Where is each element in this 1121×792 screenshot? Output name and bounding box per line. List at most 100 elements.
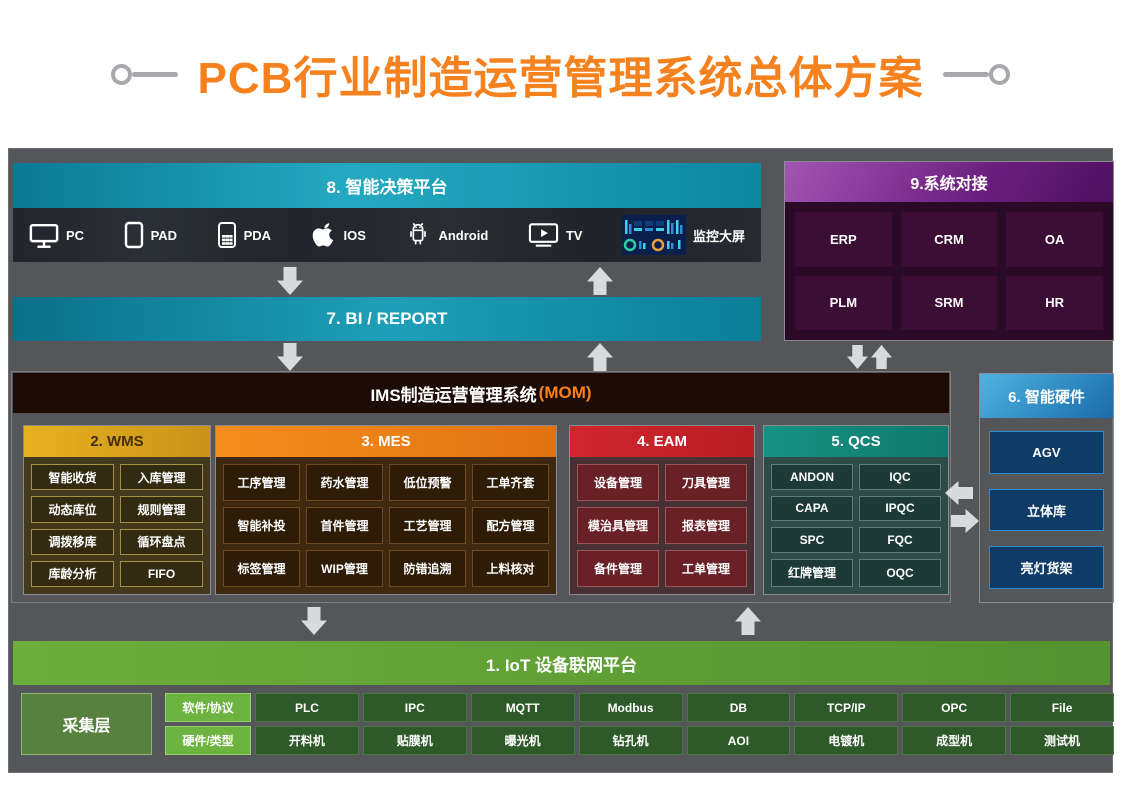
system-item: ERP: [795, 212, 892, 267]
device-tv: TV: [528, 222, 582, 248]
eam-item: 设备管理: [577, 464, 659, 501]
section-header: 5. QCS: [764, 426, 948, 457]
section-body: 工序管理 药水管理 低位预警 工单齐套 智能补投 首件管理 工艺管理 配方管理 …: [216, 457, 556, 594]
bi-report-bar: 7. BI / REPORT: [13, 297, 761, 341]
mom-title-accent: (MOM): [538, 383, 592, 402]
eam-item: 模治具管理: [577, 507, 659, 544]
eam-item: 报表管理: [665, 507, 747, 544]
wms-item: 智能收货: [31, 464, 114, 491]
mes-item: 工序管理: [223, 464, 300, 501]
hardware-type-row: 开料机 贴膜机 曝光机 钻孔机 AOI 电镀机 成型机 测试机: [255, 726, 1114, 755]
mes-item: 工艺管理: [389, 507, 466, 544]
hardware-item: 亮灯货架: [989, 546, 1104, 590]
arrow-down-icon: [277, 343, 303, 371]
protocol-item: TCP/IP: [794, 693, 899, 722]
pda-icon: [217, 222, 236, 248]
section-qcs: 5. QCS ANDON IQC CAPA IPQC SPC FQC 红牌管理 …: [763, 425, 949, 595]
wms-item: 调拨移库: [31, 528, 114, 555]
mes-item: 配方管理: [472, 507, 549, 544]
arrow-up-icon: [735, 607, 761, 635]
ring-icon: [110, 63, 132, 85]
arrow-up-icon: [587, 267, 613, 295]
mes-item: 防错追溯: [389, 550, 466, 587]
apple-icon: [312, 223, 333, 247]
ring-icon: [989, 63, 1011, 85]
eam-item: 备件管理: [577, 550, 659, 587]
mes-item: 工单齐套: [472, 464, 549, 501]
section-wms: 2. WMS 智能收货 入库管理 动态库位 规则管理 调拨移库 循环盘点 库龄分…: [23, 425, 211, 595]
qcs-item: IPQC: [859, 495, 941, 521]
software-protocol-row: PLC IPC MQTT Modbus DB TCP/IP OPC File: [255, 693, 1114, 722]
section-mes: 3. MES 工序管理 药水管理 低位预警 工单齐套 智能补投 首件管理 工艺管…: [215, 425, 557, 595]
wms-item: 规则管理: [120, 496, 203, 523]
mes-item: 标签管理: [223, 550, 300, 587]
collection-layer-label: 采集层: [21, 693, 152, 755]
system-item: PLM: [795, 275, 892, 330]
machine-item: 成型机: [902, 726, 1007, 755]
mes-item: 首件管理: [306, 507, 383, 544]
machine-item: 电镀机: [794, 726, 899, 755]
protocol-item: Modbus: [578, 693, 683, 722]
hardware-item: AGV: [989, 431, 1104, 474]
section-body: 智能收货 入库管理 动态库位 规则管理 调拨移库 循环盘点 库龄分析 FIFO: [24, 457, 210, 594]
arrow-right-icon: [951, 509, 979, 533]
section-smart-hardware: 6. 智能硬件 AGV 立体库 亮灯货架: [979, 373, 1114, 603]
title-decor-left: [110, 63, 178, 85]
arrow-up-icon: [871, 345, 892, 369]
machine-item: 钻孔机: [578, 726, 683, 755]
arrow-down-icon: [301, 607, 327, 635]
section-eam: 4. EAM 设备管理 刀具管理 模治具管理 报表管理 备件管理 工单管理: [569, 425, 755, 595]
qcs-item: FQC: [859, 527, 941, 553]
mes-item: 智能补投: [223, 507, 300, 544]
page-title-row: PCB行业制造运营管理系统总体方案: [0, 42, 1121, 106]
hardware-type-tag: 硬件/类型: [165, 726, 251, 755]
protocol-item: File: [1010, 693, 1114, 722]
software-protocol-tag: 软件/协议: [165, 693, 251, 722]
mes-item: 低位预警: [389, 464, 466, 501]
device-android: Android: [405, 221, 488, 249]
protocol-item: OPC: [902, 693, 1007, 722]
machine-item: 开料机: [255, 726, 359, 755]
protocol-item: DB: [686, 693, 791, 722]
diagram-panel: 8. 智能决策平台 PC PAD PDA IOS Android: [8, 148, 1114, 773]
mom-title: IMS制造运营管理系统: [370, 385, 537, 405]
qcs-item: IQC: [859, 464, 941, 490]
section-body: 设备管理 刀具管理 模治具管理 报表管理 备件管理 工单管理: [570, 457, 754, 594]
section-body: ERP CRM OA PLM SRM HR: [785, 202, 1113, 340]
device-pc: PC: [29, 222, 84, 249]
hardware-item: 立体库: [989, 488, 1104, 532]
device-label: PC: [66, 227, 85, 243]
device-band: PC PAD PDA IOS Android TV: [13, 208, 761, 262]
page-title: PCB行业制造运营管理系统总体方案: [197, 54, 924, 103]
platform8-header: 8. 智能决策平台: [13, 163, 761, 208]
dashboard-thumbnail: [621, 215, 686, 255]
device-label: IOS: [343, 227, 366, 243]
line-decor: [943, 71, 990, 77]
section-header: 6. 智能硬件: [980, 374, 1113, 418]
system-item: CRM: [900, 212, 998, 267]
device-label: 监控大屏: [692, 228, 745, 244]
eam-item: 工单管理: [665, 550, 747, 587]
machine-item: 曝光机: [470, 726, 575, 755]
title-decor-right: [943, 63, 1011, 85]
wms-item: 库龄分析: [31, 560, 114, 587]
system-item: SRM: [900, 275, 998, 330]
qcs-item: 红牌管理: [771, 558, 853, 587]
arrow-down-icon: [847, 345, 868, 369]
wms-item: 动态库位: [31, 496, 114, 523]
arrow-up-icon: [587, 343, 613, 371]
eam-item: 刀具管理: [665, 464, 747, 501]
qcs-item: CAPA: [771, 495, 853, 521]
iot-platform-bar: 1. IoT 设备联网平台: [13, 641, 1110, 685]
qcs-item: ANDON: [771, 464, 853, 490]
wms-item: 循环盘点: [120, 528, 203, 555]
protocol-item: PLC: [255, 693, 359, 722]
section-header: 3. MES: [216, 426, 556, 457]
section-body: AGV 立体库 亮灯货架: [980, 418, 1113, 602]
machine-item: AOI: [686, 726, 791, 755]
qcs-item: OQC: [859, 558, 941, 587]
protocol-item: IPC: [362, 693, 467, 722]
arrow-down-icon: [277, 267, 303, 295]
mom-header: IMS制造运营管理系统 (MOM): [13, 373, 949, 413]
device-ios: IOS: [311, 221, 366, 249]
